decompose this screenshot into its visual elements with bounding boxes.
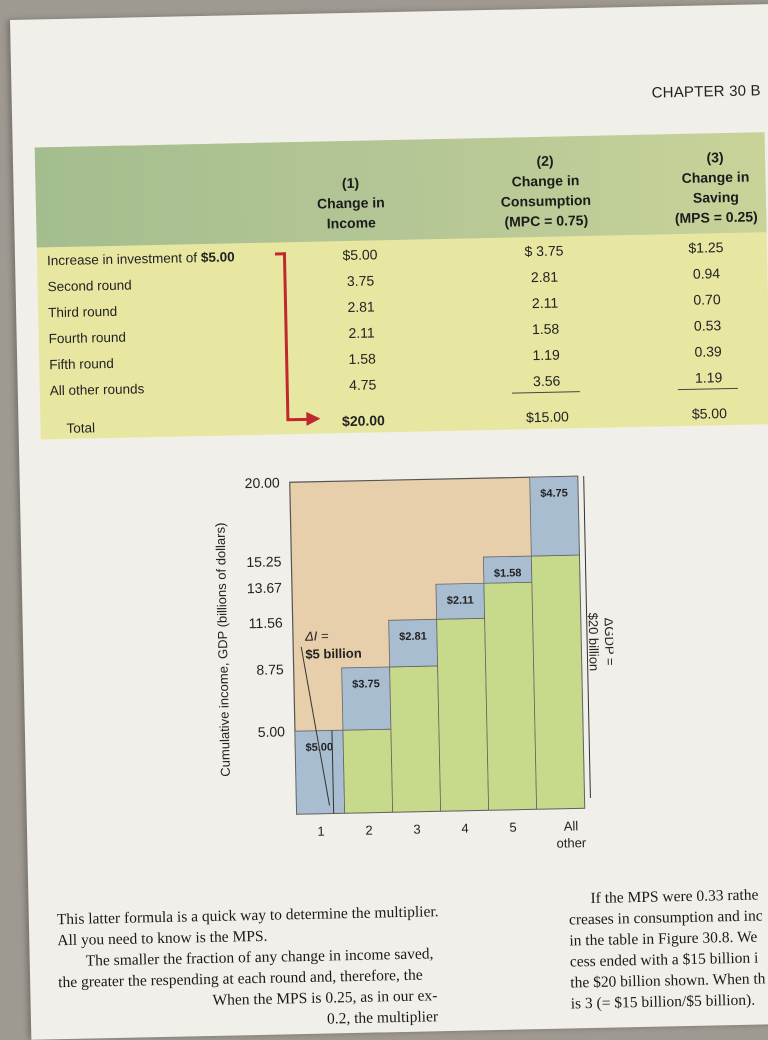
- cell-consumption: 2.81: [530, 268, 559, 286]
- col-saving-note: (MPS = 0.25): [674, 208, 758, 227]
- col-consumption-note: (MPC = 0.75): [504, 211, 589, 230]
- cell-saving: 1.19: [694, 369, 723, 386]
- col-saving-num: (3): [706, 149, 724, 166]
- cell-consumption: $ 3.75: [524, 242, 564, 260]
- bar-base: [530, 554, 586, 810]
- saving-underline: [677, 387, 738, 391]
- bar-label: $2.11: [447, 594, 474, 607]
- x-tick-label: 5: [509, 820, 517, 835]
- delta-i-label: ΔI =: [304, 628, 329, 644]
- row-label-text: Third round: [47, 303, 118, 321]
- col-income-num: (1): [341, 174, 360, 192]
- x-tick-label: 1: [317, 824, 325, 839]
- row-label: Increase in investment of $5.00: [47, 249, 235, 268]
- body-line: 0.2, the multiplier: [326, 1008, 439, 1028]
- row-label: Third round: [48, 304, 117, 320]
- bar-base: [436, 617, 490, 812]
- bar-increment: [388, 618, 439, 668]
- y-tick-label: 13.67: [247, 580, 283, 597]
- consumption-underline: [511, 391, 580, 394]
- col-income-header: (1) Change in Income: [285, 172, 416, 235]
- bar-label: $3.75: [352, 678, 380, 691]
- cell-saving: $1.25: [688, 239, 724, 256]
- x-tick-label: other: [556, 835, 587, 851]
- x-axis-title: Rounds of spending: [374, 852, 490, 856]
- y-tick-label: 11.56: [249, 615, 284, 632]
- row-label-text: Fifth round: [49, 355, 114, 373]
- delta-gdp-bracket: [583, 476, 591, 799]
- row-label: Fourth round: [49, 330, 127, 347]
- delta-i-pointer: [300, 646, 331, 806]
- x-tick-label: All: [564, 818, 579, 833]
- textbook-page: CHAPTER 30 B (1) Change in Income (2) Ch…: [10, 3, 768, 1040]
- delta-gdp-label: ΔGDP =: [602, 618, 618, 666]
- y-tick-label: 15.25: [246, 553, 282, 570]
- cell-income: $5.00: [342, 246, 378, 264]
- body-line: is 3 (= $15 billion/$5 billion).: [570, 991, 756, 1013]
- bar-label: $2.81: [399, 631, 427, 644]
- body-text-right: If the MPS were 0.33 rathe creases in con…: [10, 4, 768, 1013]
- delta-gdp-value: $20 billion: [586, 612, 602, 671]
- y-tick-label: 5.00: [258, 723, 286, 740]
- x-tick-label: 2: [365, 823, 373, 838]
- red-connector-vertical: [282, 252, 290, 421]
- row-label-amount: $5.00: [200, 249, 235, 266]
- col-consumption-header: (2) Change in Consumption (MPC = 0.75): [475, 149, 617, 232]
- x-tick-label: 3: [413, 822, 421, 837]
- row-label-text: All other rounds: [49, 381, 145, 399]
- cell-consumption: 1.19: [532, 346, 560, 364]
- cell-consumption: 1.58: [531, 320, 560, 338]
- bar-label: $4.75: [540, 487, 568, 500]
- row-label-text: Increase in investment of: [46, 250, 202, 269]
- total-income: $20.00: [341, 412, 386, 430]
- delta-i-value: $5 billion: [305, 646, 362, 662]
- y-tick-label: 8.75: [256, 661, 284, 678]
- row-label: Fifth round: [49, 356, 114, 372]
- col-saving-line1: Change in: [681, 168, 750, 186]
- cell-income: 4.75: [348, 376, 377, 393]
- cell-income: 2.11: [348, 324, 375, 341]
- bar-label: $1.58: [494, 567, 522, 580]
- cell-income: 3.75: [346, 272, 375, 289]
- total-saving: $5.00: [691, 405, 728, 422]
- row-label-text: Second round: [47, 277, 132, 295]
- multiplier-table: (1) Change in Income (2) Change in Consu…: [34, 132, 768, 440]
- table-header: (1) Change in Income (2) Change in Consu…: [34, 132, 768, 248]
- col-income-line1: Change in: [316, 194, 385, 212]
- col-income-line2: Income: [326, 214, 376, 232]
- cell-saving: 0.70: [693, 291, 721, 308]
- bar-base: [342, 728, 394, 814]
- cell-saving: 0.53: [693, 317, 722, 334]
- bar-base: [389, 665, 442, 813]
- red-arrow-icon: [306, 411, 321, 426]
- red-connector-top: [274, 252, 286, 256]
- row-label: Second round: [47, 278, 131, 295]
- y-axis-title: Cumulative income, GDP (billions of doll…: [213, 523, 233, 777]
- red-connector-bottom: [286, 417, 309, 422]
- bar-increment: [341, 666, 392, 731]
- chapter-header: CHAPTER 30 B: [651, 82, 761, 102]
- cell-income: 1.58: [348, 350, 376, 367]
- cell-saving: 0.39: [694, 343, 722, 360]
- bar-increment: [529, 475, 580, 557]
- total-consumption: $15.00: [525, 408, 569, 426]
- y-tick-label: 20.00: [245, 474, 281, 491]
- cell-consumption: 2.11: [531, 294, 559, 312]
- row-label: All other rounds: [50, 381, 145, 398]
- x-tick-label: 4: [461, 821, 469, 836]
- cell-saving: 0.94: [692, 265, 721, 282]
- total-label: Total: [66, 420, 96, 436]
- row-label-text: Fourth round: [48, 329, 127, 347]
- body-text-left: This latter formula is a quick way to de…: [10, 4, 768, 1027]
- bar-base: [483, 581, 538, 811]
- multiplier-chart: $5.001$3.752$2.813$2.114$1.585$4.75Allot…: [179, 448, 618, 869]
- delta-i-bracket: [331, 730, 335, 814]
- cell-consumption: 3.56: [532, 372, 561, 390]
- chart-svg: $5.001$3.752$2.813$2.114$1.585$4.75Allot…: [213, 474, 618, 869]
- col-saving-header: (3) Change in Saving (MPS = 0.25): [645, 146, 768, 229]
- col-saving-line2: Saving: [692, 188, 739, 206]
- cell-income: 2.81: [347, 298, 375, 315]
